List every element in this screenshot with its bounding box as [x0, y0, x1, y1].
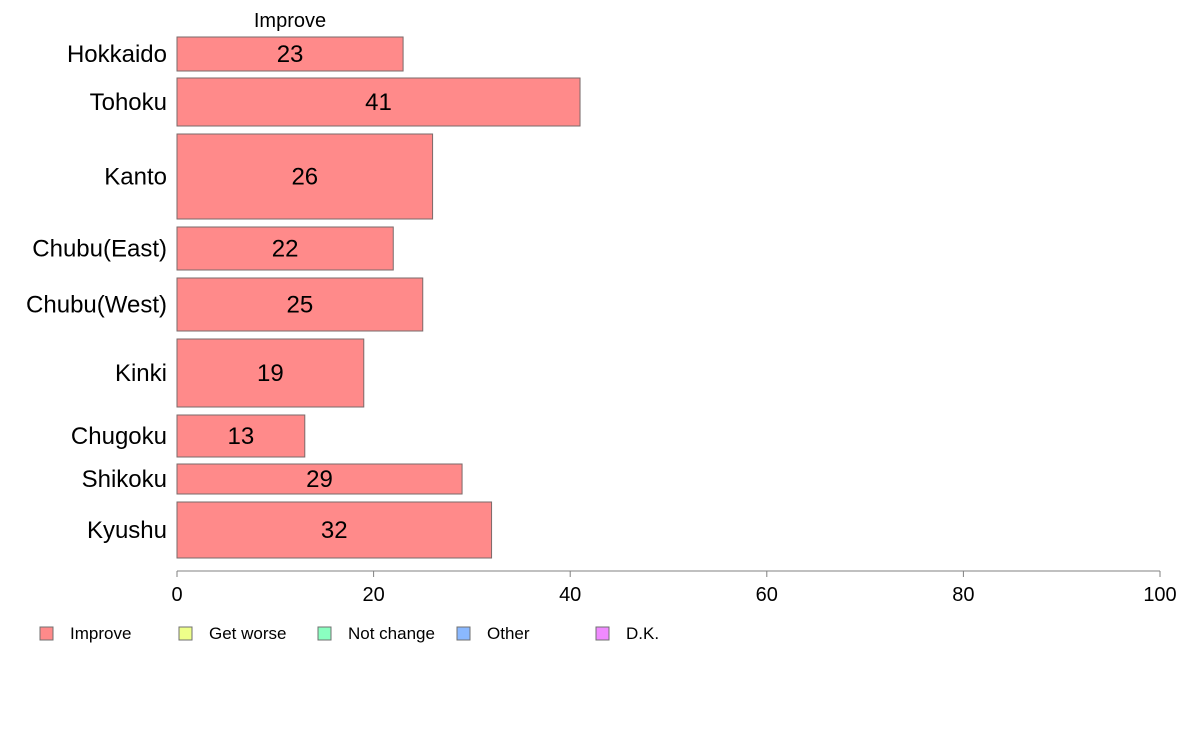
category-label: Hokkaido: [67, 41, 167, 68]
bar-value-label: 29: [306, 466, 333, 493]
bar-value-label: 13: [228, 423, 255, 450]
x-axis: 0 20 40 60 80 100: [171, 570, 1177, 606]
bar: [176, 414, 306, 458]
category-label: Chugoku: [71, 423, 167, 450]
bar-value-label: 41: [365, 89, 392, 116]
bar: [176, 338, 365, 408]
legend-label: Not change: [348, 624, 435, 643]
category-label: Kyushu: [87, 517, 167, 544]
legend-swatch: [595, 626, 610, 641]
category-label: Chubu(East): [32, 236, 167, 263]
bar-value-label: 32: [321, 517, 348, 544]
legend-label: Other: [487, 624, 530, 643]
x-tick-label: 100: [1143, 584, 1176, 606]
category-label: Tohoku: [90, 89, 167, 116]
category-label: Kanto: [104, 164, 167, 191]
legend-swatch: [178, 626, 193, 641]
legend-swatch: [317, 626, 332, 641]
series-header: Improve: [254, 10, 326, 32]
bar-value-label: 23: [277, 41, 304, 68]
legend-label: Get worse: [209, 624, 286, 643]
category-label: Shikoku: [82, 466, 167, 493]
bar-value-label: 25: [287, 292, 314, 319]
category-label: Chubu(West): [26, 292, 167, 319]
legend: Improve Get worse Not change Other D.K.: [39, 624, 659, 643]
x-tick-label: 20: [362, 584, 384, 606]
x-tick-label: 0: [171, 584, 182, 606]
bar: [176, 226, 394, 271]
bar: [176, 501, 493, 559]
bar-value-label: 22: [272, 236, 299, 263]
x-tick-label: 60: [756, 584, 778, 606]
bar: [176, 36, 404, 72]
legend-swatch: [456, 626, 471, 641]
bar: [176, 463, 463, 495]
x-tick-label: 40: [559, 584, 581, 606]
bar-value-label: 26: [291, 164, 318, 191]
x-tick-label: 80: [952, 584, 974, 606]
legend-swatch: [39, 626, 54, 641]
bar: [176, 77, 581, 127]
bar-value-label: 19: [257, 360, 284, 387]
bars-layer: Hokkaido 23 Tohoku 41 Kanto 26 Chubu(East) 22 Ch…: [26, 36, 581, 559]
bar: [176, 133, 434, 220]
bar: [176, 277, 424, 332]
category-label: Kinki: [115, 360, 167, 387]
legend-label: D.K.: [626, 624, 659, 643]
legend-label: Improve: [70, 624, 131, 643]
